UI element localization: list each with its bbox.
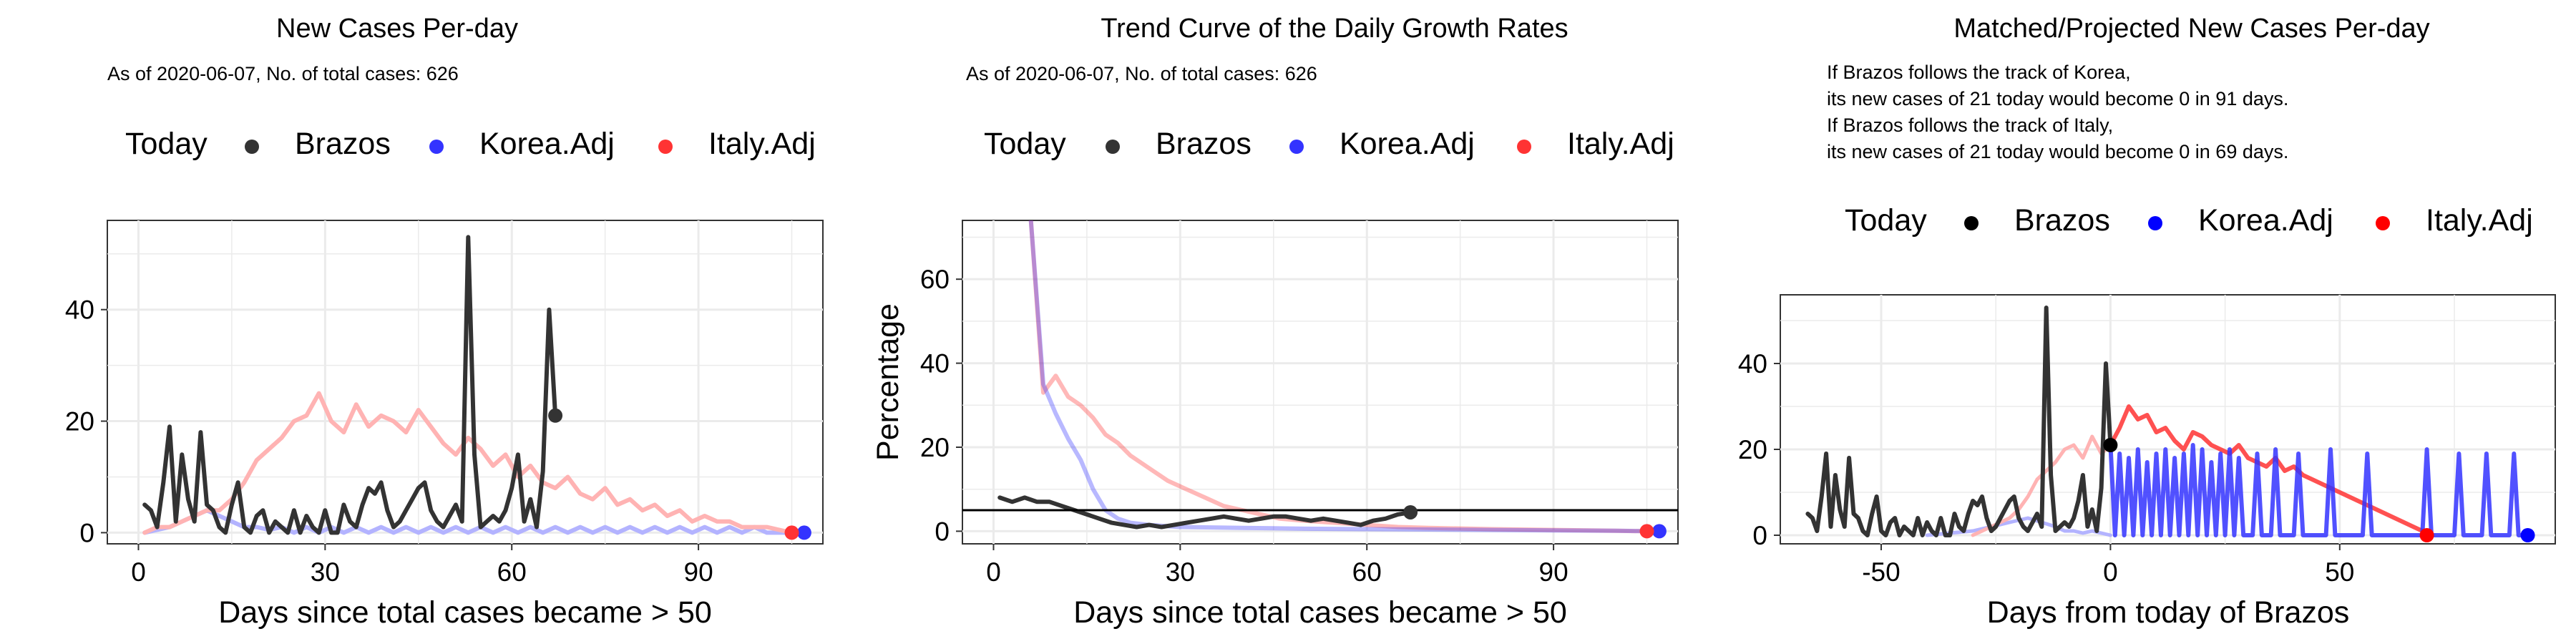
panel2-grid <box>962 220 1678 544</box>
panel1-x-ticks: 0 30 60 90 <box>131 544 713 587</box>
x-tick-label: 30 <box>1166 557 1195 587</box>
series-line-brazos <box>142 235 558 535</box>
panel2-subtitle: As of 2020-06-07, No. of total cases: 62… <box>966 63 1317 84</box>
series-line-brazos <box>997 495 1413 530</box>
panel1-subtitle: As of 2020-06-07, No. of total cases: 62… <box>107 63 459 84</box>
panel3-subtitle-line-3: If Brazos follows the track of Italy, <box>1827 114 2113 136</box>
panel-growth-rates: Trend Curve of the Daily Growth Rates As… <box>871 14 1679 630</box>
panel3-x-axis-label: Days from today of Brazos <box>1987 595 2350 630</box>
y-tick-label: 0 <box>935 517 950 546</box>
panel3-today-points <box>2103 438 2535 542</box>
today-point-korea-adj <box>796 525 811 540</box>
x-tick-label: 30 <box>311 557 340 587</box>
series-line-korea-adj <box>2108 443 2530 537</box>
legend-korea-label: Korea.Adj <box>1340 127 1475 161</box>
today-point-korea-adj <box>2520 528 2535 542</box>
legend-italy-label: Italy.Adj <box>708 127 816 161</box>
today-point-italy-adj <box>1639 524 1654 539</box>
legend-italy-label: Italy.Adj <box>2426 203 2533 238</box>
x-tick-label: -50 <box>1862 557 1900 587</box>
today-point-korea-adj <box>1652 524 1667 539</box>
legend-today-label: Today <box>984 127 1066 161</box>
y-tick-label: 40 <box>920 349 950 379</box>
x-tick-label: 60 <box>1352 557 1382 587</box>
legend-korea-label: Korea.Adj <box>2198 203 2333 238</box>
y-tick-label: 20 <box>920 433 950 462</box>
legend-korea-marker <box>429 140 444 154</box>
y-tick-label: 0 <box>79 518 94 547</box>
x-tick-label: 0 <box>986 557 1001 587</box>
y-tick-label: 20 <box>65 407 94 436</box>
panel3-subtitle-line-1: If Brazos follows the track of Korea, <box>1827 62 2131 83</box>
y-tick-label: 40 <box>1738 349 1767 379</box>
x-tick-label: 0 <box>131 557 146 587</box>
legend-brazos-marker <box>1106 140 1120 154</box>
today-point-brazos <box>2103 438 2118 452</box>
y-tick-label: 20 <box>1738 435 1767 464</box>
legend-korea-label: Korea.Adj <box>479 127 615 161</box>
panel2-series <box>997 220 1662 534</box>
panel-new-cases: New Cases Per-day As of 2020-06-07, No. … <box>65 14 824 630</box>
panel3-x-ticks: -50 0 50 <box>1862 544 2354 587</box>
panel3-title: Matched/Projected New Cases Per-day <box>1953 14 2429 44</box>
legend-brazos-label: Brazos <box>1156 127 1252 161</box>
today-point-brazos <box>548 408 563 423</box>
panel2-x-ticks: 0 30 60 90 <box>986 544 1568 587</box>
panel3-legend: Today Brazos Korea.Adj Italy.Adj <box>1845 203 2533 238</box>
panel-projected-cases: Matched/Projected New Cases Per-day If B… <box>1738 14 2556 630</box>
panel2-y-axis-label: Percentage <box>871 303 905 461</box>
series-line-italy-adj <box>142 391 794 535</box>
x-tick-label: 0 <box>2103 557 2118 587</box>
x-tick-label: 90 <box>684 557 713 587</box>
series-line-italy-adj <box>1028 220 1649 534</box>
legend-italy-marker <box>2376 216 2390 230</box>
panel1-y-ticks: 0 20 40 <box>65 296 107 547</box>
legend-italy-marker <box>1517 140 1531 154</box>
y-tick-label: 60 <box>920 265 950 294</box>
panel1-series <box>142 235 806 535</box>
x-tick-label: 90 <box>1539 557 1568 587</box>
panel3-y-ticks: 0 20 40 <box>1738 349 1780 550</box>
y-tick-label: 40 <box>65 296 94 325</box>
today-point-italy-adj <box>2419 528 2434 542</box>
legend-today-label: Today <box>125 127 208 161</box>
series-line-italy-adj <box>2108 404 2429 537</box>
panel2-title: Trend Curve of the Daily Growth Rates <box>1101 14 1568 44</box>
panel2-today-points <box>1403 504 1667 539</box>
y-tick-label: 0 <box>1752 521 1767 550</box>
panel2-x-axis-label: Days since total cases became > 50 <box>1073 595 1567 630</box>
series-line-brazos <box>1805 306 2113 537</box>
panel3-subtitle-line-2: its new cases of 21 today would become 0… <box>1827 88 2288 109</box>
panel3-subtitle-line-4: its new cases of 21 today would become 0… <box>1827 141 2288 162</box>
panel1-today-points <box>548 408 811 540</box>
x-tick-label: 50 <box>2325 557 2354 587</box>
panel2-plot-area <box>962 220 1679 545</box>
legend-brazos-label: Brazos <box>2014 203 2110 238</box>
legend-italy-label: Italy.Adj <box>1567 127 1674 161</box>
legend-korea-marker <box>1289 140 1304 154</box>
x-tick-label: 60 <box>497 557 527 587</box>
today-point-italy-adj <box>784 525 799 540</box>
legend-brazos-marker <box>1964 216 1979 230</box>
panel3-series <box>1805 306 2530 537</box>
panel2-legend: Today Brazos Korea.Adj Italy.Adj <box>984 127 1674 161</box>
series-line-korea-adj-matched <box>1925 516 2112 537</box>
legend-brazos-label: Brazos <box>295 127 391 161</box>
panel2-y-ticks: 0 20 40 60 <box>920 265 962 546</box>
panel1-legend: Today Brazos Korea.Adj Italy.Adj <box>125 127 816 161</box>
panel1-title: New Cases Per-day <box>276 14 518 44</box>
legend-brazos-marker <box>245 140 259 154</box>
legend-italy-marker <box>658 140 673 154</box>
today-point-brazos <box>1403 504 1418 519</box>
legend-today-label: Today <box>1845 203 1927 238</box>
legend-korea-marker <box>2148 216 2162 230</box>
panel1-x-axis-label: Days since total cases became > 50 <box>218 595 712 630</box>
